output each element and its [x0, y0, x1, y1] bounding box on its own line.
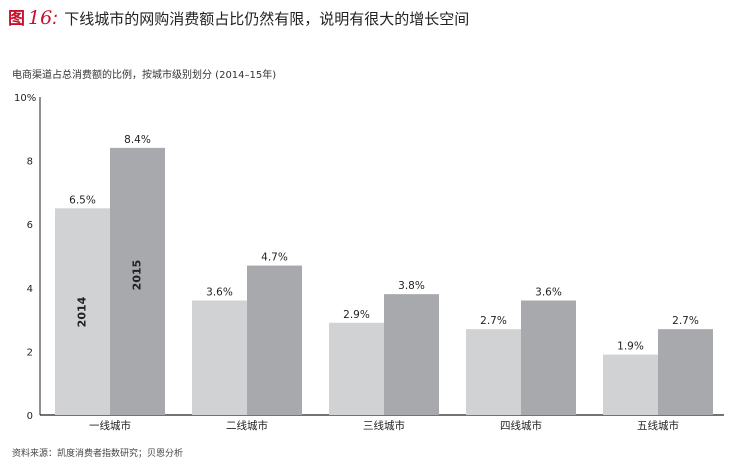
- bar-2014-2: [329, 322, 384, 415]
- figure-number: 16: [28, 7, 53, 29]
- x-tick-label: 五线城市: [637, 419, 679, 432]
- x-tick-label: 三线城市: [363, 419, 405, 432]
- data-label: 6.5%: [69, 194, 96, 206]
- bar-2015-1: [247, 265, 302, 415]
- series-label-2015: 2015: [131, 260, 144, 291]
- y-tick-label: 8: [27, 157, 33, 168]
- bar-2014-0: [55, 208, 110, 415]
- y-tick-label: 0: [27, 411, 33, 422]
- data-label: 8.4%: [124, 134, 151, 146]
- data-label: 1.9%: [617, 341, 644, 353]
- source-note: 资料来源：凯度消费者指数研究；贝恩分析: [12, 449, 184, 459]
- data-label: 3.8%: [398, 280, 425, 292]
- series-label-2014: 2014: [76, 296, 89, 327]
- bar-2015-3: [521, 300, 576, 415]
- bar-2015-2: [384, 294, 439, 415]
- figure-colon: :: [52, 8, 59, 29]
- data-label: 3.6%: [535, 287, 562, 299]
- bar-2015-4: [658, 329, 713, 415]
- data-label: 3.6%: [206, 287, 233, 299]
- figure-prefix: 图: [8, 9, 25, 29]
- page-title: 下线城市的网购消费额占比仍然有限，说明有很大的增长空间: [64, 10, 470, 28]
- y-tick-label: 4: [27, 284, 33, 295]
- data-label: 2.9%: [343, 309, 370, 321]
- data-label: 4.7%: [261, 252, 288, 264]
- y-tick-label: 2: [27, 347, 33, 358]
- figure-title: 图 16 : 下线城市的网购消费额占比仍然有限，说明有很大的增长空间: [8, 4, 469, 32]
- data-label: 2.7%: [480, 315, 507, 327]
- bar-2014-1: [192, 300, 247, 415]
- x-tick-label: 一线城市: [89, 419, 131, 432]
- y-tick-label: 6: [27, 220, 33, 231]
- x-tick-label: 二线城市: [226, 419, 268, 432]
- chart-subtitle: 电商渠道占总消费额的比例，按城市级别划分 (2014–15年): [12, 70, 277, 81]
- y-tick-label: 10%: [14, 93, 36, 104]
- x-tick-label: 四线城市: [500, 419, 542, 432]
- data-label: 2.7%: [672, 315, 699, 327]
- bar-2015-0: [110, 147, 165, 415]
- bar-2014-3: [466, 329, 521, 415]
- bar-2014-4: [603, 354, 658, 415]
